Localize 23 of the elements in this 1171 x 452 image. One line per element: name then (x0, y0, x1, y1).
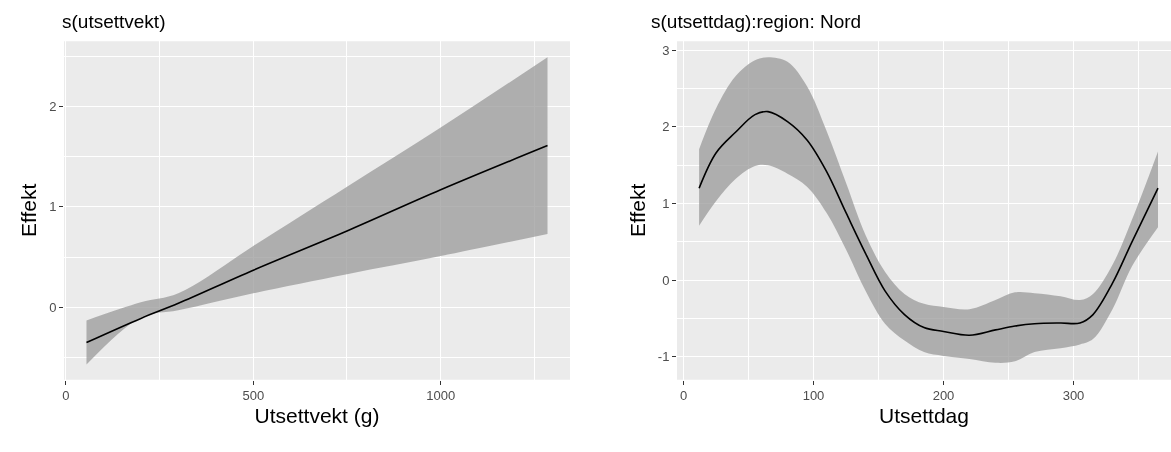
x-axis-title: Utsettdag (879, 404, 969, 428)
y-tick-label: 3 (662, 42, 670, 58)
y-tick-label: 2 (662, 119, 670, 135)
y-tick-label: 1 (662, 196, 670, 212)
x-tick-label: 100 (802, 388, 825, 404)
x-tick-label: 200 (932, 388, 955, 404)
y-tick-label: 0 (49, 299, 57, 315)
x-tick-label: 0 (62, 388, 70, 404)
line-series (85, 144, 549, 344)
x-tick-label: 500 (242, 388, 265, 404)
chart-title: s(utsettdag):region: Nord (651, 11, 862, 32)
y-tick-label: 1 (49, 199, 57, 215)
line-series (698, 110, 1159, 337)
x-axis-title: Utsettvekt (g) (254, 404, 380, 428)
y-axis-title: Effekt (17, 183, 41, 238)
y-tick-label: -1 (657, 349, 670, 365)
x-tick-label: 0 (679, 388, 688, 404)
y-tick-label: 0 (662, 272, 670, 288)
chart-title: s(utsettvekt) (62, 11, 166, 32)
x-tick-label: 300 (1062, 388, 1085, 404)
y-axis-title: Effekt (625, 183, 649, 238)
y-tick-label: 2 (49, 98, 57, 114)
x-tick-label: 1000 (426, 388, 456, 404)
